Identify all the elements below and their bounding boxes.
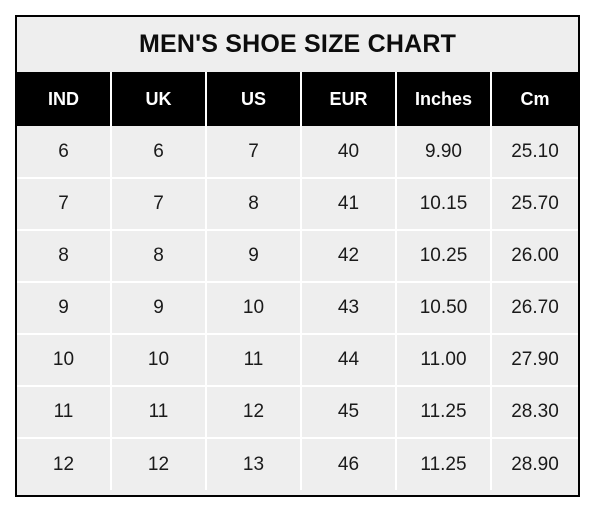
table-row: 7 7 8 41 10.15 25.70 bbox=[17, 177, 578, 230]
cell-cm: 26.00 bbox=[490, 229, 578, 282]
cell-us: 7 bbox=[205, 126, 301, 178]
cell-uk: 9 bbox=[110, 281, 206, 334]
column-header-cm: Cm bbox=[490, 72, 578, 126]
column-header-inches: Inches bbox=[395, 72, 491, 126]
cell-eur: 42 bbox=[300, 229, 396, 282]
cell-us: 9 bbox=[205, 229, 301, 282]
table-row: 8 8 9 42 10.25 26.00 bbox=[17, 229, 578, 282]
cell-inches: 10.25 bbox=[395, 229, 491, 282]
cell-inches: 11.25 bbox=[395, 437, 491, 490]
cell-inches: 11.25 bbox=[395, 385, 491, 438]
cell-inches: 9.90 bbox=[395, 126, 491, 178]
cell-uk: 7 bbox=[110, 177, 206, 230]
column-header-us: US bbox=[205, 72, 301, 126]
cell-us: 12 bbox=[205, 385, 301, 438]
column-header-uk: UK bbox=[110, 72, 206, 126]
table-row: 11 11 12 45 11.25 28.30 bbox=[17, 385, 578, 438]
table-row: 12 12 13 46 11.25 28.90 bbox=[17, 437, 578, 490]
cell-eur: 45 bbox=[300, 385, 396, 438]
cell-uk: 11 bbox=[110, 385, 206, 438]
cell-cm: 25.10 bbox=[490, 126, 578, 178]
table-row: 10 10 11 44 11.00 27.90 bbox=[17, 333, 578, 386]
cell-ind: 6 bbox=[17, 126, 111, 178]
cell-eur: 43 bbox=[300, 281, 396, 334]
cell-eur: 40 bbox=[300, 126, 396, 178]
cell-cm: 27.90 bbox=[490, 333, 578, 386]
cell-ind: 8 bbox=[17, 229, 111, 282]
cell-ind: 7 bbox=[17, 177, 111, 230]
cell-ind: 9 bbox=[17, 281, 111, 334]
cell-uk: 10 bbox=[110, 333, 206, 386]
cell-us: 11 bbox=[205, 333, 301, 386]
cell-us: 13 bbox=[205, 437, 301, 490]
table-header-row: IND UK US EUR Inches Cm bbox=[17, 72, 578, 126]
cell-cm: 25.70 bbox=[490, 177, 578, 230]
cell-inches: 10.15 bbox=[395, 177, 491, 230]
cell-us: 10 bbox=[205, 281, 301, 334]
table-row: 9 9 10 43 10.50 26.70 bbox=[17, 281, 578, 334]
cell-eur: 46 bbox=[300, 437, 396, 490]
cell-ind: 12 bbox=[17, 437, 111, 490]
cell-ind: 10 bbox=[17, 333, 111, 386]
table-header: IND UK US EUR Inches Cm bbox=[17, 72, 578, 126]
cell-ind: 11 bbox=[17, 385, 111, 438]
cell-eur: 44 bbox=[300, 333, 396, 386]
cell-inches: 11.00 bbox=[395, 333, 491, 386]
cell-uk: 6 bbox=[110, 126, 206, 178]
table-body: 6 6 7 40 9.90 25.10 7 7 8 41 10.15 25.70… bbox=[17, 126, 578, 490]
cell-uk: 8 bbox=[110, 229, 206, 282]
cell-eur: 41 bbox=[300, 177, 396, 230]
size-chart-table: IND UK US EUR Inches Cm 6 6 7 40 9.90 25… bbox=[17, 72, 578, 490]
cell-cm: 28.90 bbox=[490, 437, 578, 490]
cell-cm: 28.30 bbox=[490, 385, 578, 438]
column-header-ind: IND bbox=[17, 72, 111, 126]
column-header-eur: EUR bbox=[300, 72, 396, 126]
table-row: 6 6 7 40 9.90 25.10 bbox=[17, 126, 578, 178]
cell-us: 8 bbox=[205, 177, 301, 230]
cell-cm: 26.70 bbox=[490, 281, 578, 334]
size-chart-container: MEN'S SHOE SIZE CHART IND UK US EUR Inch… bbox=[15, 15, 580, 497]
page-title: MEN'S SHOE SIZE CHART bbox=[17, 17, 578, 72]
cell-uk: 12 bbox=[110, 437, 206, 490]
cell-inches: 10.50 bbox=[395, 281, 491, 334]
